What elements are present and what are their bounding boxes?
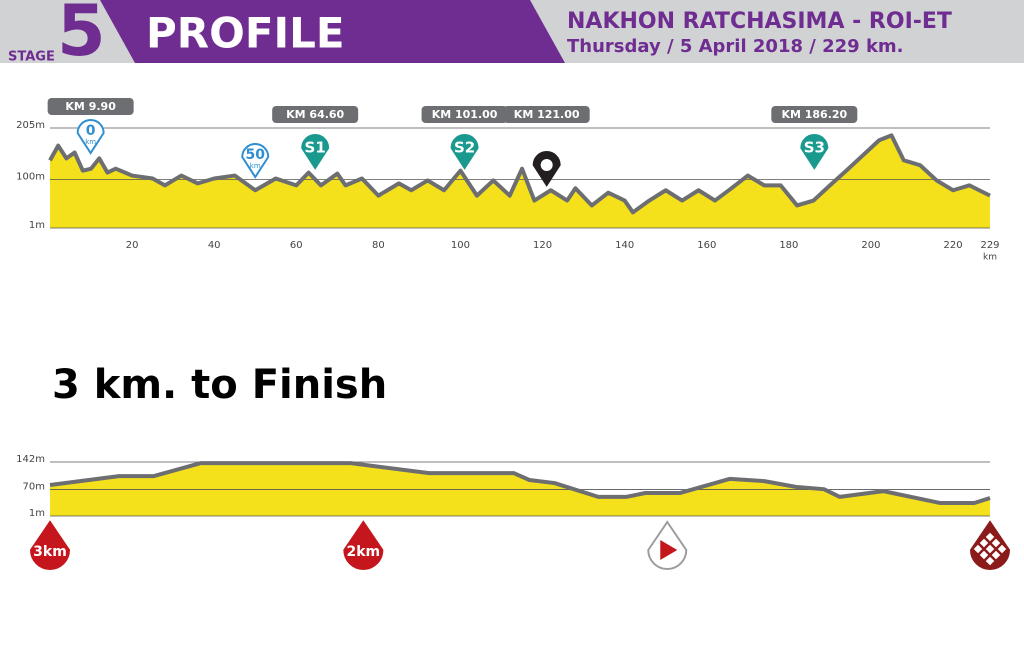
x-tick-label: 60 [290,240,303,251]
y-tick-label: 142m [16,454,45,465]
finish-icon [979,538,989,548]
y-tick-label: 100m [16,171,45,182]
km-label-box [421,106,508,123]
x-tick-label: 229 [980,240,999,251]
header-banner [100,0,565,63]
finish-icon [985,556,995,566]
finish-icon [985,532,995,542]
x-tick-label: 100 [451,240,470,251]
marker-badge: 0 [86,123,96,139]
distance-marker [29,520,71,570]
km-label: KM 101.00 [432,108,498,121]
marker-pin [450,134,479,170]
km-label-box [503,106,590,123]
finish-icon [991,538,1001,548]
x-tick-label: 120 [533,240,552,251]
marker-pin [301,134,330,170]
stage-label: STAGE [8,50,55,65]
marker-badge: S2 [454,139,475,157]
marker-pin [800,134,829,170]
stage-details: Thursday / 5 April 2018 / 229 km. [567,36,904,57]
marker-badge: S3 [804,139,825,157]
distance-label: 2km [347,544,381,560]
header-title: PROFILE [146,9,345,58]
distance-marker [343,520,384,570]
chart-title: 3 km. to Finish [52,362,387,408]
marker-badge: S1 [305,139,326,157]
route: NAKHON RATCHASIMA - ROI-ET [567,9,952,34]
marker-pin [241,143,270,179]
stage-number: 5 [57,0,106,72]
km-label: KM 64.60 [286,108,344,121]
marker-unit: km [250,162,261,170]
km-label: KM 9.90 [65,100,116,113]
km-label: KM 186.20 [781,108,847,121]
distance-label: 3km [33,544,67,560]
marker-pin [76,119,105,155]
finish-icon [997,544,1007,554]
x-tick-label: 200 [861,240,880,251]
x-tick-label: 180 [779,240,798,251]
finish-icon [979,550,989,560]
marker-badge: 50 [245,147,265,163]
x-tick-label: 220 [944,240,963,251]
elevation-area [50,135,990,228]
arrow-icon [660,540,678,560]
y-tick-label: 70m [23,482,45,493]
x-tick-label: 140 [615,240,634,251]
y-tick-label: 205m [16,120,45,131]
marker-unit: km [85,138,96,146]
km-label-box [771,106,858,123]
km-label-box [272,106,359,123]
x-axis-label: km [983,253,997,263]
x-tick-label: 20 [126,240,139,251]
y-tick-label: 1m [29,220,45,231]
elevation-line [49,461,991,505]
finish-icon [973,544,983,554]
y-tick-label: 1m [29,508,45,519]
x-tick-label: 80 [372,240,385,251]
finish-icon [985,544,995,554]
x-tick-label: 40 [208,240,221,251]
elevation-line [48,133,991,215]
feed-icon [540,159,553,171]
x-tick-label: 160 [697,240,716,251]
finish-icon [991,550,1001,560]
km-label-box [47,98,134,115]
km-label: KM 121.00 [514,108,580,121]
